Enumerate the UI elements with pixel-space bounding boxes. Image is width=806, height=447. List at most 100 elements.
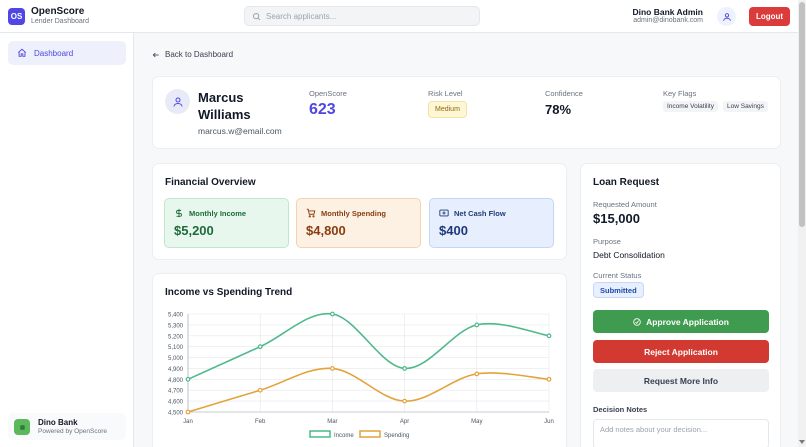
financial-overview-title: Financial Overview bbox=[165, 177, 256, 188]
y-tick-label: 4,800 bbox=[168, 378, 184, 384]
y-tick-label: 5,400 bbox=[168, 313, 184, 319]
dollar-icon bbox=[176, 208, 182, 218]
sidebar-item-label: Dashboard bbox=[34, 48, 74, 58]
x-tick-label: Apr bbox=[400, 419, 409, 425]
income-legend-label: Income bbox=[334, 433, 354, 439]
bank-name: Dino Bank bbox=[38, 418, 78, 427]
bank-icon bbox=[19, 424, 25, 430]
user-avatar[interactable] bbox=[717, 7, 736, 26]
openscore-label: OpenScore bbox=[309, 89, 347, 98]
trend-chart: 4,500 4,600 4,700 4,800 4,900 5,000 5,100 5,200… bbox=[168, 311, 554, 439]
spending-point bbox=[257, 387, 263, 393]
y-tick-label: 5,100 bbox=[168, 345, 184, 351]
decision-notes-input[interactable] bbox=[593, 419, 769, 447]
decision-notes-label: Decision Notes bbox=[593, 405, 648, 414]
income-legend-swatch bbox=[309, 430, 331, 438]
income-point bbox=[185, 376, 191, 382]
request-more-info-button[interactable]: Request More Info bbox=[593, 369, 769, 392]
spending-line bbox=[187, 367, 550, 413]
y-tick-label: 5,000 bbox=[168, 356, 184, 362]
spending-legend-label: Spending bbox=[384, 433, 409, 439]
back-to-dashboard-link[interactable]: Back to Dashboard bbox=[152, 50, 233, 59]
bank-card: Dino Bank Powered by OpenScore bbox=[8, 413, 126, 440]
spending-point bbox=[474, 371, 480, 377]
y-tick-label: 4,500 bbox=[168, 411, 184, 417]
user-icon bbox=[722, 12, 731, 21]
flag-tag: Low Savings bbox=[723, 101, 768, 112]
bank-subtitle: Powered by OpenScore bbox=[38, 428, 108, 435]
user-icon bbox=[173, 97, 182, 107]
arrow-left-icon bbox=[152, 52, 159, 57]
net-cash-flow-tile: Net Cash Flow $400 bbox=[429, 198, 554, 248]
scrollbar-thumb[interactable] bbox=[799, 2, 805, 227]
status-badge: Submitted bbox=[593, 282, 644, 298]
trend-chart-card: Income vs Spending Trend 4,500 4,600 4,700… bbox=[152, 273, 567, 447]
monthly-spending-tile: Monthly Spending $4,800 bbox=[296, 198, 421, 248]
scrollbar[interactable] bbox=[798, 0, 806, 447]
top-bar: OS OpenScore Lender Dashboard Dino Bank … bbox=[0, 0, 798, 33]
monthly-income-value: $5,200 bbox=[174, 223, 214, 238]
more-info-label: Request More Info bbox=[643, 375, 719, 386]
back-label: Back to Dashboard bbox=[165, 50, 234, 59]
y-tick-label: 4,900 bbox=[168, 367, 184, 373]
applicant-profile-card: Marcus Williams marcus.w@email.com OpenS… bbox=[152, 76, 781, 149]
income-point bbox=[402, 366, 408, 371]
x-tick-label: Jan bbox=[183, 419, 193, 425]
sidebar-item-dashboard[interactable]: Dashboard bbox=[8, 41, 126, 65]
search-box[interactable] bbox=[244, 6, 480, 26]
spending-legend-swatch bbox=[359, 430, 381, 438]
loan-request-title: Loan Request bbox=[593, 177, 660, 188]
search-input[interactable] bbox=[266, 11, 466, 21]
spending-point bbox=[546, 376, 552, 382]
monthly-spending-value: $4,800 bbox=[306, 223, 346, 238]
applicant-name: Marcus Williams bbox=[198, 90, 251, 122]
search-icon bbox=[253, 12, 261, 20]
monthly-spending-label: Monthly Spending bbox=[321, 208, 386, 218]
risk-level-label: Risk Level bbox=[428, 89, 463, 98]
reject-application-button[interactable]: Reject Application bbox=[593, 340, 769, 363]
monthly-income-label: Monthly Income bbox=[189, 208, 247, 218]
monthly-income-tile: Monthly Income $5,200 bbox=[164, 198, 289, 248]
income-point bbox=[546, 333, 552, 339]
sidebar: Dashboard Dino Bank Powered by OpenScore bbox=[0, 33, 134, 447]
x-tick-label: Feb bbox=[255, 419, 266, 425]
cart-icon bbox=[306, 208, 316, 218]
income-point bbox=[474, 322, 480, 328]
chart-title: Income vs Spending Trend bbox=[165, 287, 293, 298]
loan-request-card: Loan Request Requested Amount $15,000 Pu… bbox=[580, 163, 781, 447]
income-point bbox=[257, 344, 263, 350]
net-cash-flow-label: Net Cash Flow bbox=[454, 208, 506, 218]
openscore-value: 623 bbox=[309, 101, 336, 118]
confidence-value: 78% bbox=[545, 102, 572, 117]
y-tick-label: 4,700 bbox=[168, 389, 184, 395]
confidence-label: Confidence bbox=[545, 89, 583, 98]
applicant-avatar bbox=[165, 89, 190, 114]
income-point bbox=[329, 311, 335, 317]
y-tick-label: 4,600 bbox=[168, 400, 184, 406]
spending-point bbox=[402, 398, 408, 404]
applicant-email: marcus.w@email.com bbox=[198, 126, 282, 136]
cash-flow-icon bbox=[439, 209, 449, 217]
logout-button[interactable]: Logout bbox=[749, 7, 790, 26]
x-tick-label: Jun bbox=[544, 419, 554, 425]
purpose-value: Debt Consolidation bbox=[593, 250, 665, 260]
requested-amount-label: Requested Amount bbox=[593, 200, 657, 209]
app-subtitle: Lender Dashboard bbox=[31, 18, 89, 25]
bank-logo bbox=[14, 419, 30, 435]
y-tick-label: 5,300 bbox=[168, 323, 184, 329]
approve-application-button[interactable]: Approve Application bbox=[593, 310, 769, 333]
approve-label: Approve Application bbox=[646, 316, 729, 327]
x-tick-label: Mar bbox=[327, 419, 337, 425]
key-flags-label: Key Flags bbox=[663, 89, 697, 98]
current-status-label: Current Status bbox=[593, 271, 642, 280]
financial-overview-card: Financial Overview Monthly Income $5,200… bbox=[152, 163, 567, 260]
home-icon bbox=[17, 48, 27, 57]
requested-amount-value: $15,000 bbox=[593, 211, 640, 226]
app-logo: OS bbox=[8, 8, 25, 25]
x-tick-label: May bbox=[471, 419, 482, 425]
flag-tag: Income Volatility bbox=[663, 101, 718, 112]
purpose-label: Purpose bbox=[593, 237, 621, 246]
check-circle-icon bbox=[633, 317, 641, 326]
scroll-down-arrow[interactable] bbox=[799, 440, 805, 444]
risk-level-badge: Medium bbox=[428, 101, 467, 118]
